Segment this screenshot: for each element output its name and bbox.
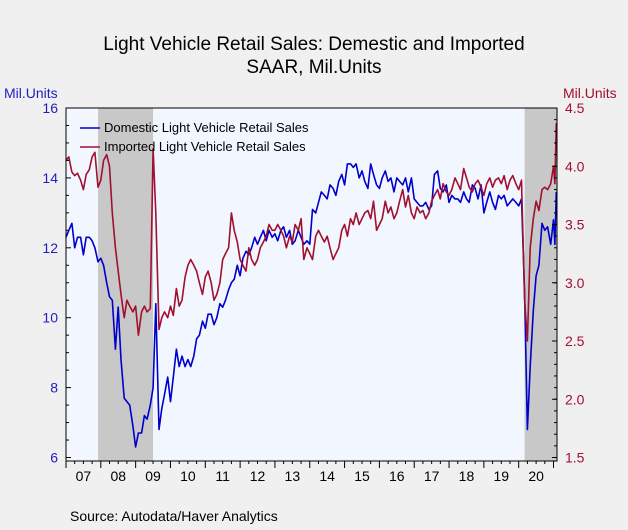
right-tick-label: 2.5 — [565, 333, 585, 349]
source-note: Source: Autodata/Haver Analytics — [70, 508, 278, 524]
plot-frame — [65, 107, 558, 462]
left-tick-label: 8 — [50, 380, 58, 396]
x-tick-label: 19 — [493, 468, 509, 484]
series-line-domestic — [65, 163, 558, 448]
right-tick-label: 3.0 — [565, 275, 585, 291]
right-axis: 1.5 2.0 2.5 3.0 3.5 4.0 4.5 — [552, 100, 585, 466]
series-layer — [65, 123, 558, 448]
left-tick-label: 12 — [42, 240, 58, 256]
x-tick-label: 09 — [145, 468, 161, 484]
left-axis: 6 8 10 12 14 16 — [42, 100, 71, 466]
right-tick-label: 2.0 — [565, 391, 585, 407]
left-tick-label: 10 — [42, 310, 58, 326]
x-axis: 07 08 09 10 11 12 13 14 15 16 17 18 19 20 — [65, 461, 555, 484]
x-tick-label: 15 — [354, 468, 370, 484]
left-tick-label: 16 — [42, 100, 58, 116]
x-tick-label: 17 — [424, 468, 440, 484]
x-tick-label: 10 — [180, 468, 196, 484]
x-tick-label: 14 — [319, 468, 335, 484]
right-tick-label: 3.5 — [565, 217, 585, 233]
right-tick-label: 1.5 — [565, 450, 585, 466]
right-tick-label: 4.5 — [565, 100, 585, 116]
x-tick-label: 07 — [76, 468, 92, 484]
x-tick-label: 08 — [110, 468, 126, 484]
recession-band — [524, 108, 557, 461]
x-tick-label: 18 — [459, 468, 475, 484]
x-tick-label: 16 — [389, 468, 405, 484]
left-tick-label: 6 — [50, 450, 58, 466]
chart-title: Light Vehicle Retail Sales: Demestic and… — [103, 34, 525, 55]
recession-bands — [98, 108, 557, 461]
right-axis-label: Mil.Units — [563, 85, 617, 101]
legend-label-domestic: Domestic Light Vehicle Retail Sales — [104, 120, 309, 135]
series-line-imported — [65, 123, 558, 342]
chart-subtitle: SAAR, Mil.Units — [246, 57, 382, 78]
right-tick-label: 4.0 — [565, 158, 585, 174]
legend: Domestic Light Vehicle Retail Sales Impo… — [80, 120, 309, 154]
left-axis-label: Mil.Units — [4, 85, 58, 101]
x-tick-label: 13 — [285, 468, 301, 484]
x-tick-label: 11 — [215, 468, 230, 484]
chart-svg: 6 8 10 12 14 16 1.5 2.0 2.5 3.0 3.5 4.0 4.5 07 08 09 1… — [4, 85, 617, 484]
x-tick-label: 20 — [528, 468, 544, 484]
legend-label-imported: Imported Light Vehicle Retail Sales — [104, 139, 306, 154]
left-tick-label: 14 — [42, 170, 58, 186]
x-tick-label: 12 — [250, 468, 266, 484]
